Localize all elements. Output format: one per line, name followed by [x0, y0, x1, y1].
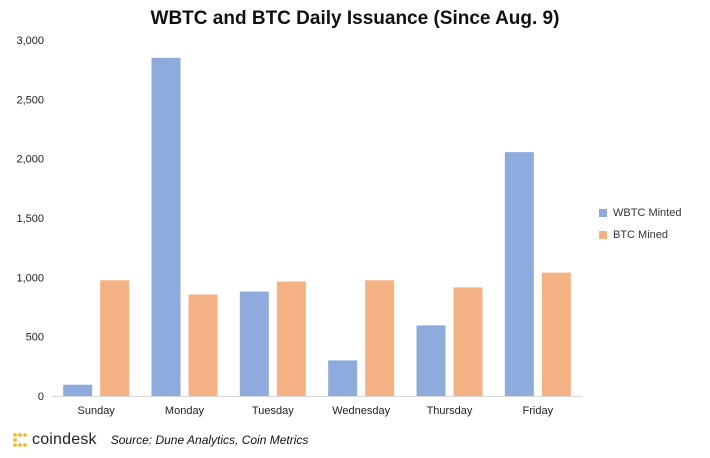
bar-wbtc-thursday — [416, 325, 446, 396]
x-tick-label: Wednesday — [332, 405, 390, 417]
legend-item-wbtc: WBTC Minted — [599, 206, 681, 220]
coindesk-logo-icon — [13, 433, 27, 447]
logo-dot — [23, 433, 27, 437]
y-tick-label: 500 — [26, 332, 44, 344]
x-tick-label: Tuesday — [252, 405, 294, 417]
bar-wbtc-monday — [151, 57, 181, 397]
y-tick-label: 1,500 — [16, 213, 44, 225]
y-tick-label: 2,000 — [16, 154, 44, 166]
legend: WBTC Minted BTC Mined — [599, 206, 681, 250]
x-tick-label: Sunday — [78, 405, 116, 417]
logo-dot — [13, 443, 17, 447]
legend-swatch-wbtc — [599, 209, 607, 217]
logo-dot — [23, 443, 27, 447]
bar-btc-tuesday — [276, 281, 306, 396]
bar-btc-monday — [188, 294, 218, 396]
legend-label-btc: BTC Mined — [613, 229, 669, 241]
bar-btc-friday — [541, 272, 571, 396]
coindesk-logo: coindesk — [12, 431, 97, 449]
logo-dot — [13, 433, 17, 437]
legend-label-wbtc: WBTC Minted — [613, 207, 682, 219]
x-tick-label: Friday — [523, 405, 554, 417]
bar-wbtc-friday — [504, 152, 534, 396]
bar-wbtc-tuesday — [239, 291, 269, 396]
logo-dot — [18, 433, 22, 437]
y-tick-label: 2,500 — [16, 94, 44, 106]
legend-item-btc: BTC Mined — [599, 228, 681, 242]
bar-btc-thursday — [453, 287, 483, 396]
logo-text: coindesk — [32, 431, 97, 448]
y-tick-label: 3,000 — [16, 35, 44, 47]
legend-swatch-btc — [599, 231, 607, 239]
logo-dot — [18, 443, 22, 447]
y-tick-label: 1,000 — [16, 272, 44, 284]
chart-title: WBTC and BTC Daily Issuance (Since Aug. … — [150, 8, 560, 29]
bar-wbtc-sunday — [63, 384, 93, 396]
x-tick-label: Thursday — [427, 405, 473, 417]
source-note: Source: Dune Analytics, Coin Metrics — [110, 433, 309, 447]
x-tick-label: Monday — [165, 405, 205, 417]
bar-btc-sunday — [100, 280, 130, 396]
bar-wbtc-wednesday — [328, 360, 358, 396]
footer: coindesk Source: Dune Analytics, Coin Me… — [12, 431, 308, 449]
y-tick-label: 0 — [38, 391, 44, 403]
bar-btc-wednesday — [365, 280, 395, 396]
logo-dot — [13, 438, 17, 442]
